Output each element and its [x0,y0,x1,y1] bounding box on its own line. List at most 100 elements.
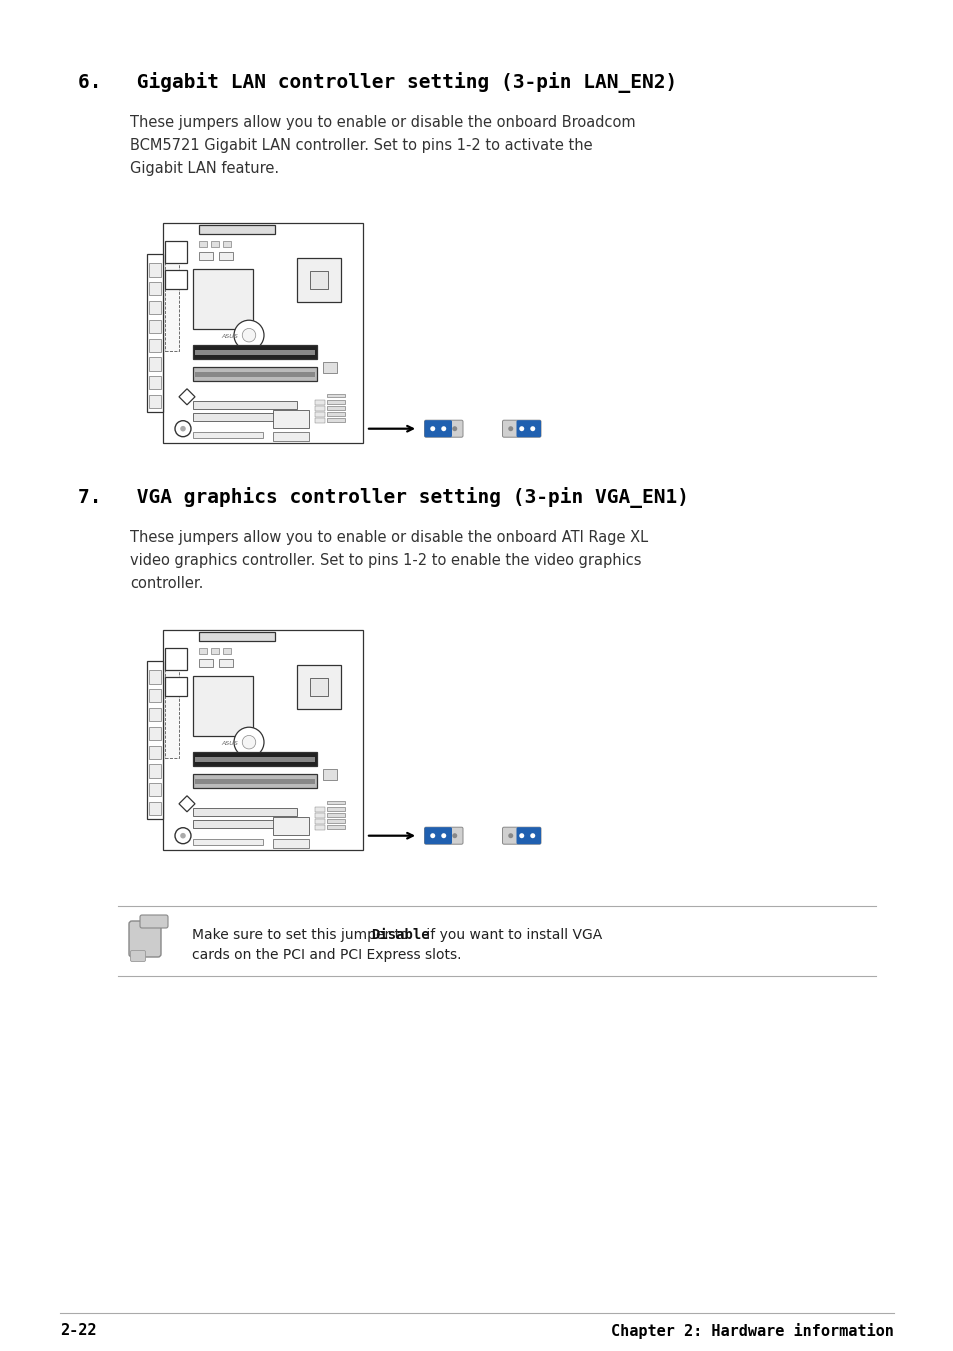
Circle shape [508,834,513,838]
Text: 7.   VGA graphics controller setting (3-pin VGA_EN1): 7. VGA graphics controller setting (3-pi… [78,486,688,508]
FancyBboxPatch shape [516,420,540,438]
Bar [211,647,219,654]
Circle shape [452,834,456,838]
Bar [327,813,345,817]
Bar [327,419,345,422]
Text: if you want to install VGA: if you want to install VGA [421,928,601,942]
Circle shape [441,426,446,431]
Bar [193,839,263,844]
Bar [327,400,345,404]
Bar [149,282,161,296]
Bar [193,820,281,828]
FancyBboxPatch shape [140,915,168,928]
Bar [327,412,345,416]
Bar [149,708,161,721]
Circle shape [518,426,524,431]
Bar [163,630,363,850]
Bar [149,358,161,370]
Bar [199,632,274,640]
Bar [314,807,325,812]
Bar [327,393,345,397]
Circle shape [242,328,255,342]
Text: These jumpers allow you to enable or disable the onboard ATI Rage XL: These jumpers allow you to enable or dis… [130,530,647,544]
Bar [199,647,207,654]
Circle shape [242,735,255,748]
Bar [193,432,263,438]
Bar [165,670,179,758]
Bar [149,689,161,703]
Text: ASUS: ASUS [221,740,237,746]
FancyBboxPatch shape [502,420,540,438]
FancyBboxPatch shape [502,827,540,844]
FancyBboxPatch shape [424,420,452,438]
Bar [314,813,325,817]
Bar [193,676,253,735]
Bar [296,665,340,709]
Bar [310,272,328,289]
Bar [165,270,187,289]
Bar [273,817,309,835]
Bar [199,658,213,667]
Bar [149,301,161,315]
Bar [327,801,345,804]
Bar [147,254,163,412]
Bar [199,226,274,234]
Bar [314,407,325,411]
Bar [149,263,161,277]
Bar [149,339,161,351]
Bar [163,223,363,443]
Bar [194,372,314,377]
Text: 2-22: 2-22 [60,1323,96,1337]
Bar [327,825,345,830]
Circle shape [530,426,535,431]
Text: ASUS: ASUS [221,334,237,339]
Bar [193,367,316,381]
Bar [314,419,325,423]
Bar [314,400,325,405]
Bar [310,678,328,696]
Bar [147,661,163,819]
Bar [149,376,161,389]
Circle shape [530,834,535,838]
Bar [149,394,161,408]
Text: video graphics controller. Set to pins 1-2 to enable the video graphics: video graphics controller. Set to pins 1… [130,553,640,567]
Bar [327,819,345,823]
Bar [273,409,309,428]
Bar [314,412,325,417]
Bar [193,345,316,359]
Bar [199,240,207,247]
Bar [193,269,253,328]
Circle shape [233,727,264,757]
Polygon shape [179,389,194,405]
Bar [165,240,187,262]
Text: Make sure to set this jumper to: Make sure to set this jumper to [192,928,413,942]
Text: Chapter 2: Hardware information: Chapter 2: Hardware information [611,1323,893,1339]
Circle shape [452,426,456,431]
Circle shape [430,426,435,431]
Bar [149,802,161,815]
Bar [149,765,161,778]
Bar [149,670,161,684]
Bar [314,819,325,824]
Bar [219,251,233,261]
Bar [273,432,309,440]
Bar [199,251,213,261]
FancyBboxPatch shape [424,827,462,844]
Bar [149,784,161,796]
Text: controller.: controller. [130,576,203,590]
Bar [223,240,231,247]
FancyBboxPatch shape [424,827,452,844]
Text: These jumpers allow you to enable or disable the onboard Broadcom: These jumpers allow you to enable or dis… [130,115,635,130]
Bar [273,839,309,848]
Bar [223,647,231,654]
Bar [327,405,345,409]
Bar [193,412,281,422]
Bar [219,658,233,667]
Text: Disable: Disable [371,928,430,942]
Bar [149,746,161,759]
Text: BCM5721 Gigabit LAN controller. Set to pins 1-2 to activate the: BCM5721 Gigabit LAN controller. Set to p… [130,138,592,153]
Bar [194,780,314,784]
Circle shape [174,420,191,436]
FancyBboxPatch shape [424,420,462,438]
FancyBboxPatch shape [131,951,146,962]
